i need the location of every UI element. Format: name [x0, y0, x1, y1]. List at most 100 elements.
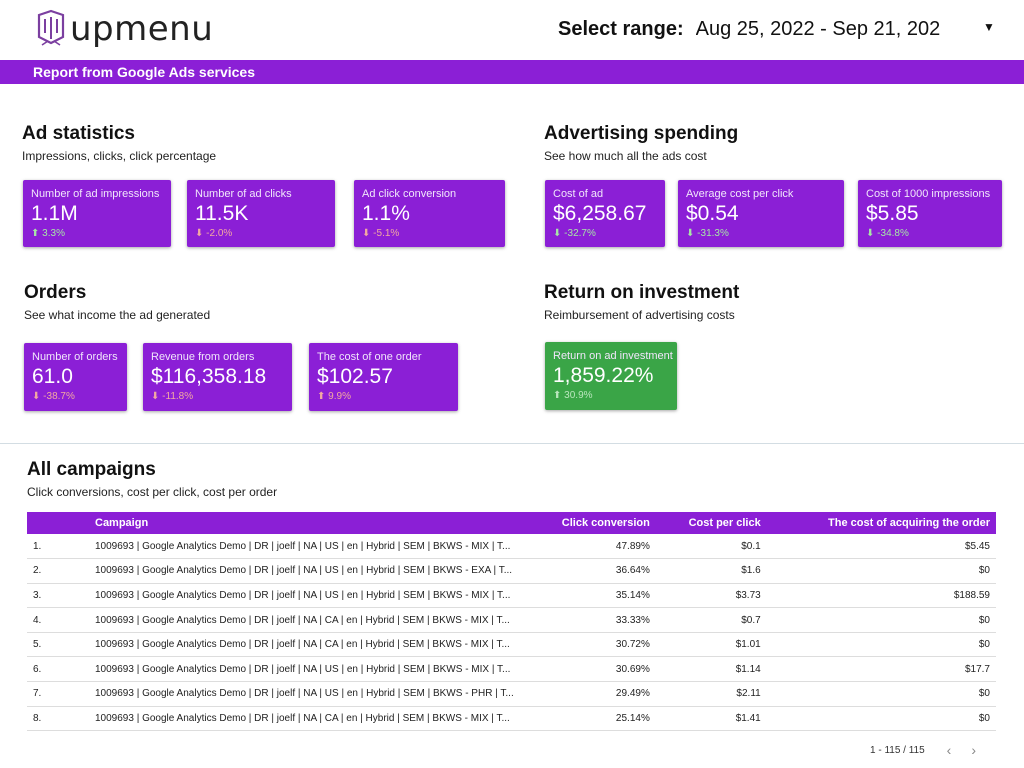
header: upmenu Select range: Aug 25, 2022 - Sep … [0, 0, 1024, 60]
card-delta: ⬆ 30.9% [553, 390, 669, 401]
card-value: 11.5K [195, 202, 249, 225]
card-value: $102.57 [317, 365, 393, 388]
date-range-selector[interactable]: Select range: Aug 25, 2022 - Sep 21, 202… [558, 18, 995, 41]
card-label: Number of ad clicks [195, 188, 292, 200]
arrow-up-icon: ⬆ [553, 390, 562, 401]
row-cost-per-click: $1.6 [655, 558, 767, 584]
row-click-conversion: 25.14% [524, 706, 656, 732]
card-delta-value: 9.9% [328, 391, 351, 402]
row-cost-per-click: $2.11 [655, 681, 767, 707]
row-index: 1. [27, 534, 89, 560]
report-banner-text: Report from Google Ads services [33, 64, 255, 80]
card-label: Cost of ad [553, 188, 604, 200]
card-label: Revenue from orders [151, 351, 255, 363]
card-value: $5.85 [866, 202, 919, 225]
column-header-cost-per-click[interactable]: Cost per click [655, 512, 767, 534]
upmenu-logo-icon [37, 9, 65, 46]
table-row: 7. 1009693 | Google Analytics Demo | DR … [27, 681, 996, 707]
row-index: 2. [27, 558, 89, 584]
table-row: 4. 1009693 | Google Analytics Demo | DR … [27, 607, 996, 633]
ad-impressions-card: Number of ad impressions 1.1M ⬆ 3.3% [23, 180, 171, 247]
card-label: Number of orders [32, 351, 118, 363]
card-delta-value: -2.0% [206, 228, 233, 239]
orders-title: Orders [24, 282, 87, 303]
card-delta: ⬆ 9.9% [317, 391, 450, 402]
row-cost-of-order: $5.45 [766, 534, 996, 560]
column-header-campaign[interactable]: Campaign [89, 512, 524, 534]
arrow-down-icon: ⬇ [866, 228, 875, 239]
return-on-ad-investment-card: Return on ad investment 1,859.22% ⬆ 30.9… [545, 342, 677, 410]
card-label: Cost of 1000 impressions [866, 188, 991, 200]
column-header-cost-of-acquiring-order[interactable]: The cost of acquiring the order [766, 512, 996, 534]
arrow-down-icon: ⬇ [195, 228, 204, 239]
advertising-spending-title: Advertising spending [544, 123, 739, 144]
average-cost-per-click-card: Average cost per click $0.54 ⬇ -31.3% [678, 180, 844, 247]
arrow-down-icon: ⬇ [553, 228, 562, 239]
row-click-conversion: 36.64% [524, 558, 656, 584]
table-header-row: Campaign Click conversion Cost per click… [27, 512, 996, 534]
row-click-conversion: 30.72% [524, 632, 656, 658]
roi-subtitle: Reimbursement of advertising costs [544, 308, 735, 322]
row-cost-per-click: $1.41 [655, 706, 767, 732]
card-delta: ⬇ -31.3% [686, 228, 836, 239]
table-row: 6. 1009693 | Google Analytics Demo | DR … [27, 656, 996, 683]
row-index: 8. [27, 706, 89, 732]
card-value: 61.0 [32, 365, 73, 388]
card-delta: ⬆ 3.3% [31, 228, 163, 239]
advertising-spending-subtitle: See how much all the ads cost [544, 149, 707, 163]
card-label: Number of ad impressions [31, 188, 160, 200]
card-label: Average cost per click [686, 188, 794, 200]
card-delta-value: -32.7% [564, 228, 596, 239]
chevron-left-icon[interactable]: ‹ [946, 742, 952, 758]
ad-click-conversion-card: Ad click conversion 1.1% ⬇ -5.1% [354, 180, 505, 247]
table-row: 8. 1009693 | Google Analytics Demo | DR … [27, 706, 996, 732]
arrow-down-icon: ⬇ [32, 391, 41, 402]
card-value: 1,859.22% [553, 364, 654, 387]
column-header-index [27, 512, 89, 534]
range-value[interactable]: Aug 25, 2022 - Sep 21, 202 [695, 18, 941, 40]
card-delta: ⬇ -34.8% [866, 228, 994, 239]
row-cost-of-order: $0 [766, 706, 996, 732]
card-delta: ⬇ -11.8% [151, 391, 284, 402]
card-delta-value: -11.8% [162, 391, 194, 402]
roi-title: Return on investment [544, 282, 740, 303]
number-of-orders-card: Number of orders 61.0 ⬇ -38.7% [24, 343, 127, 411]
all-campaigns-title: All campaigns [27, 459, 156, 480]
row-click-conversion: 29.49% [524, 681, 656, 707]
cost-of-ad-card: Cost of ad $6,258.67 ⬇ -32.7% [545, 180, 665, 247]
column-header-click-conversion[interactable]: Click conversion [524, 512, 656, 534]
row-campaign: 1009693 | Google Analytics Demo | DR | j… [89, 534, 524, 560]
row-campaign: 1009693 | Google Analytics Demo | DR | j… [89, 656, 524, 683]
row-campaign: 1009693 | Google Analytics Demo | DR | j… [89, 607, 524, 633]
arrow-up-icon: ⬆ [31, 228, 40, 239]
row-cost-of-order: $17.7 [766, 656, 996, 683]
all-campaigns-subtitle: Click conversions, cost per click, cost … [27, 485, 278, 499]
row-index: 6. [27, 656, 89, 683]
ad-statistics-title: Ad statistics [22, 123, 135, 144]
chevron-down-icon[interactable]: ▼ [983, 20, 995, 34]
card-delta-value: -38.7% [43, 391, 75, 402]
row-index: 4. [27, 607, 89, 633]
card-delta-value: -31.3% [697, 228, 729, 239]
card-delta-value: -34.8% [877, 228, 909, 239]
card-label: Ad click conversion [362, 188, 457, 200]
revenue-from-orders-card: Revenue from orders $116,358.18 ⬇ -11.8% [143, 343, 292, 411]
range-label: Select range: [558, 18, 684, 40]
arrow-up-icon: ⬆ [317, 391, 326, 402]
row-cost-per-click: $0.1 [655, 534, 767, 560]
row-campaign: 1009693 | Google Analytics Demo | DR | j… [89, 558, 524, 584]
card-value: $116,358.18 [151, 365, 267, 388]
row-index: 7. [27, 681, 89, 707]
table-row: 5. 1009693 | Google Analytics Demo | DR … [27, 632, 996, 658]
row-cost-per-click: $1.01 [655, 632, 767, 658]
row-index: 3. [27, 583, 89, 609]
orders-subtitle: See what income the ad generated [24, 308, 211, 322]
row-click-conversion: 30.69% [524, 656, 656, 683]
row-cost-of-order: $0 [766, 632, 996, 658]
pagination-range: 1 - 115 / 115 [870, 744, 925, 756]
row-cost-per-click: $3.73 [655, 583, 767, 609]
cost-of-1000-impressions-card: Cost of 1000 impressions $5.85 ⬇ -34.8% [858, 180, 1002, 247]
row-cost-of-order: $188.59 [766, 583, 996, 609]
row-campaign: 1009693 | Google Analytics Demo | DR | j… [89, 632, 524, 658]
chevron-right-icon[interactable]: › [971, 742, 977, 758]
